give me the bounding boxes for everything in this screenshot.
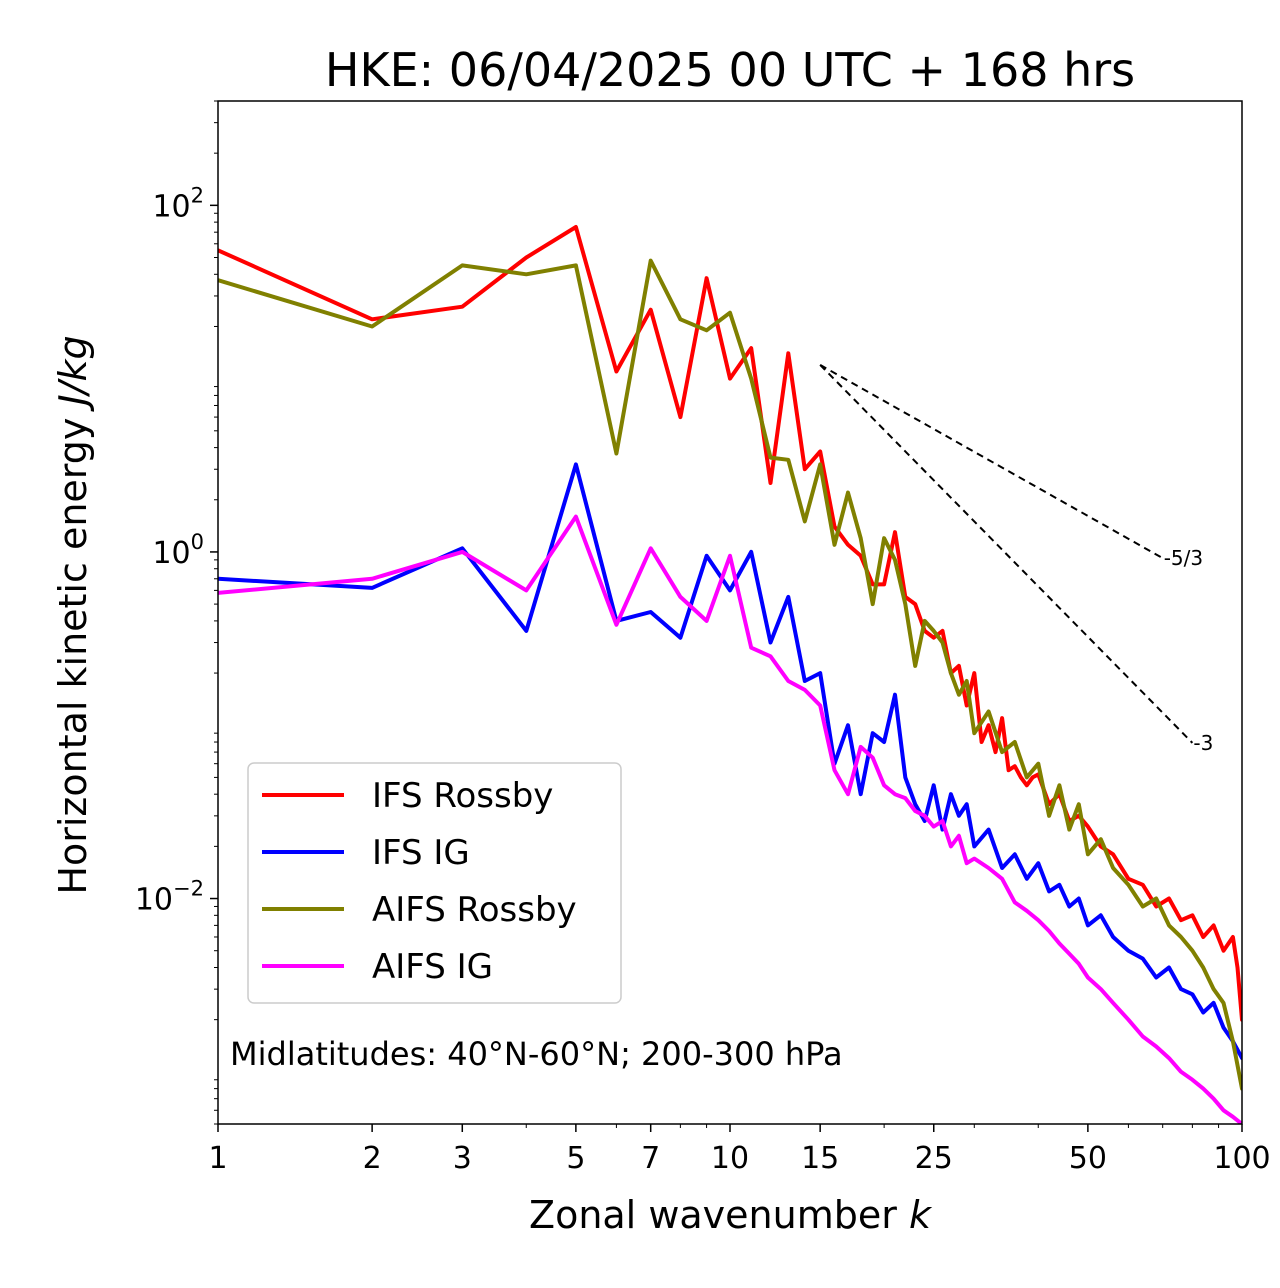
y-axis-label-unit: J/kg	[51, 335, 95, 412]
legend-label: AIFS IG	[372, 947, 493, 987]
x-axis-ticks: 1 2 3 5 7 10 15 25 50 100	[208, 1124, 1271, 1176]
x-tick-label: 100	[1213, 1141, 1270, 1176]
y-tick-label: 100	[152, 530, 204, 571]
x-axis-label-var: k	[909, 1193, 933, 1237]
reference-slopes: -5/3 -3	[819, 364, 1213, 755]
x-tick-label: 10	[711, 1141, 749, 1176]
y-axis-label-text: Horizontal kinetic energy	[51, 418, 95, 895]
plot-area: -5/3 -3 1 2 3 5 7 10 15 25 50 100 10−2 100 102	[135, 100, 1271, 1176]
x-tick-label: 7	[641, 1141, 660, 1176]
reference-slope-label-2: -3	[1193, 731, 1213, 755]
x-tick-label: 1	[208, 1141, 227, 1176]
y-axis-label: Horizontal kinetic energy J/kg	[51, 335, 95, 894]
series-line-aifs-rossby	[218, 258, 1242, 1091]
reference-slope-line-1	[819, 364, 1164, 560]
x-tick-label: 2	[363, 1141, 382, 1176]
series-line-aifs-ig	[218, 514, 1242, 1124]
legend-label: IFS Rossby	[372, 776, 553, 816]
chart-title: HKE: 06/04/2025 00 UTC + 168 hrs	[325, 43, 1135, 97]
x-tick-label: 25	[915, 1141, 953, 1176]
y-axis-ticks: 10−2 100 102	[135, 100, 218, 1125]
x-tick-label: 15	[801, 1141, 839, 1176]
legend-box	[247, 762, 622, 1004]
x-tick-label: 3	[453, 1141, 472, 1176]
legend-label: AIFS Rossby	[372, 890, 577, 930]
reference-slope-label-1: -5/3	[1164, 546, 1203, 570]
legend-label: IFS IG	[372, 833, 470, 873]
x-axis-label: Zonal wavenumber k	[529, 1193, 933, 1237]
legend: IFS Rossby IFS IG AIFS Rossby AIFS IG	[247, 762, 622, 1004]
x-tick-label: 5	[566, 1141, 585, 1176]
x-tick-label: 50	[1069, 1141, 1107, 1176]
series-layer	[218, 225, 1242, 1124]
region-annotation: Midlatitudes: 40°N-60°N; 200-300 hPa	[230, 1035, 843, 1073]
x-axis-label-text: Zonal wavenumber	[529, 1193, 897, 1237]
reference-slope-line-2	[819, 364, 1194, 744]
y-tick-label: 102	[152, 183, 204, 224]
y-tick-label: 10−2	[135, 877, 204, 918]
